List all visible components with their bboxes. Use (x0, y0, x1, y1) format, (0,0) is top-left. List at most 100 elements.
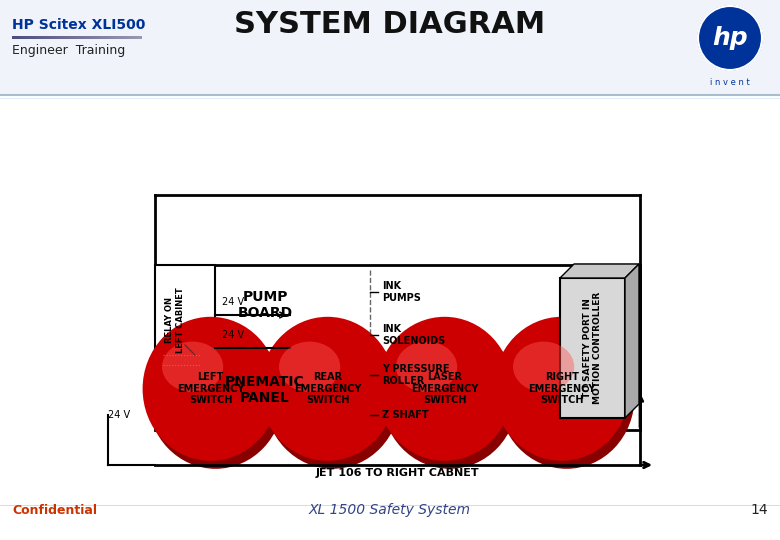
Bar (35, 36, 37, 39)
Bar (87, 36, 88, 39)
Bar (91, 36, 94, 39)
Text: hp: hp (712, 26, 748, 50)
Bar (85, 36, 87, 39)
Ellipse shape (396, 342, 457, 392)
Bar (127, 36, 129, 39)
Bar (130, 36, 133, 39)
Text: Confidential: Confidential (12, 503, 97, 516)
Bar (37, 36, 38, 39)
Polygon shape (625, 264, 639, 418)
Circle shape (698, 6, 762, 70)
Bar (13, 36, 16, 39)
Text: 24 V: 24 V (108, 410, 130, 420)
Text: PUMP
BOARD: PUMP BOARD (237, 290, 292, 320)
Bar (44, 36, 46, 39)
Bar (67, 36, 69, 39)
Bar (88, 36, 90, 39)
Bar (49, 36, 51, 39)
Bar (133, 36, 134, 39)
Bar (16, 36, 17, 39)
Bar (106, 36, 108, 39)
Ellipse shape (498, 325, 635, 469)
Bar (12, 36, 13, 39)
Text: Y PRESSURE
ROLLER: Y PRESSURE ROLLER (382, 364, 449, 386)
Bar (62, 36, 64, 39)
Bar (33, 36, 35, 39)
Text: 24 V: 24 V (222, 330, 244, 340)
Bar (111, 36, 113, 39)
Bar (116, 36, 118, 39)
Text: 24 V: 24 V (222, 297, 244, 307)
Bar (82, 36, 83, 39)
Bar (115, 36, 116, 39)
Ellipse shape (513, 342, 574, 392)
Bar (126, 36, 127, 39)
Bar (48, 36, 49, 39)
Bar (80, 36, 82, 39)
Bar (97, 36, 98, 39)
Ellipse shape (279, 342, 340, 392)
Bar (108, 36, 109, 39)
Bar (136, 36, 137, 39)
Bar (155, 265, 640, 430)
Bar (56, 36, 58, 39)
Bar (95, 36, 97, 39)
Bar (574, 264, 639, 404)
Text: REAR
EMERGENCY
SWITCH: REAR EMERGENCY SWITCH (294, 372, 361, 406)
Text: 14: 14 (750, 503, 768, 517)
Bar (122, 36, 124, 39)
Text: SYSTEM DIAGRAM: SYSTEM DIAGRAM (234, 10, 546, 39)
Text: INK
SOLENOIDS: INK SOLENOIDS (382, 324, 445, 346)
Text: JET 106 TO RIGHT CABNET: JET 106 TO RIGHT CABNET (316, 468, 480, 478)
Bar (105, 36, 106, 39)
Text: Z SHAFT: Z SHAFT (382, 410, 429, 420)
Bar (23, 36, 25, 39)
Ellipse shape (377, 317, 512, 461)
Ellipse shape (264, 325, 401, 469)
Text: HP Scitex XLI500: HP Scitex XLI500 (12, 18, 145, 32)
Bar (140, 36, 142, 39)
Text: XL 1500 Safety System: XL 1500 Safety System (309, 503, 471, 517)
Bar (43, 36, 44, 39)
Ellipse shape (143, 317, 278, 461)
Bar (113, 36, 115, 39)
Bar (100, 36, 101, 39)
Bar (77, 36, 79, 39)
Bar (76, 36, 77, 39)
Bar (109, 36, 111, 39)
Bar (41, 36, 43, 39)
Text: PNEMATIC
PANEL: PNEMATIC PANEL (225, 375, 305, 405)
Bar (118, 36, 119, 39)
Bar (25, 36, 27, 39)
Bar (137, 36, 139, 39)
Bar (139, 36, 140, 39)
Bar (30, 36, 31, 39)
Bar (0, 0, 780, 95)
Bar (134, 36, 136, 39)
Text: LASER
EMERGENCY
SWITCH: LASER EMERGENCY SWITCH (411, 372, 478, 406)
Bar (560, 278, 625, 418)
Bar (52, 36, 55, 39)
Bar (124, 36, 126, 39)
Bar (28, 36, 30, 39)
Bar (46, 36, 48, 39)
Text: RELAY ON
LEFT CABINET: RELAY ON LEFT CABINET (165, 287, 185, 353)
Bar (101, 36, 103, 39)
Text: TO SAFETY PORT IN
MOTION CONTROLLER: TO SAFETY PORT IN MOTION CONTROLLER (583, 292, 602, 404)
Bar (83, 36, 85, 39)
Bar (59, 36, 61, 39)
Bar (119, 36, 121, 39)
Ellipse shape (494, 317, 629, 461)
Bar (19, 36, 20, 39)
Bar (20, 36, 22, 39)
Bar (79, 36, 80, 39)
Bar (70, 36, 72, 39)
Bar (31, 36, 33, 39)
Bar (61, 36, 62, 39)
Bar (27, 36, 28, 39)
Text: INK
PUMPS: INK PUMPS (382, 281, 421, 303)
Bar (38, 36, 40, 39)
Bar (55, 36, 56, 39)
Ellipse shape (260, 317, 395, 461)
Ellipse shape (381, 325, 518, 469)
